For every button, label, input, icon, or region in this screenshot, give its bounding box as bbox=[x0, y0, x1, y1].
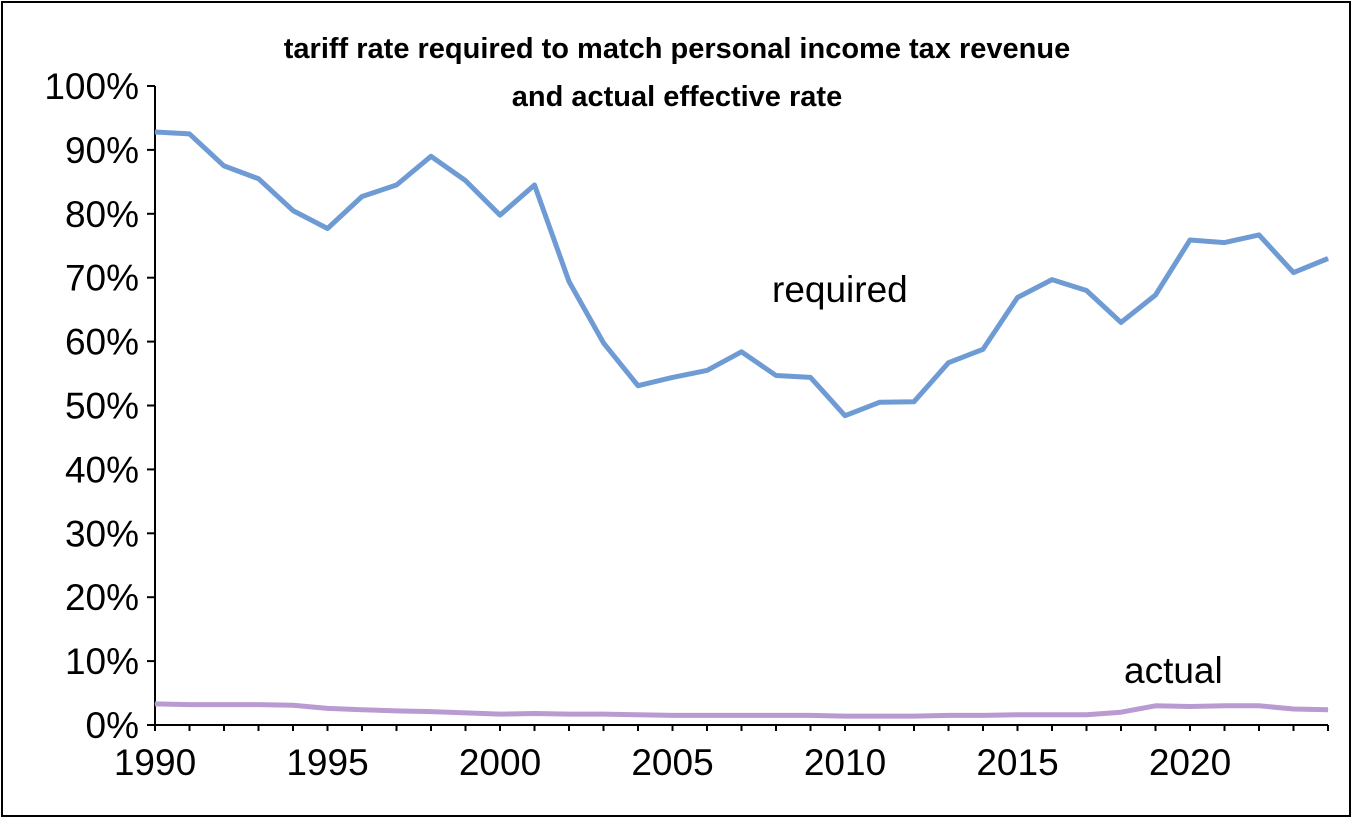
x-tick-label: 2015 bbox=[976, 742, 1058, 783]
data-point-required bbox=[672, 376, 673, 378]
data-point-required bbox=[706, 369, 708, 371]
data-point-actual bbox=[741, 714, 742, 716]
data-point-required bbox=[1327, 258, 1329, 260]
y-tick-label: 40% bbox=[65, 449, 139, 490]
data-point-actual bbox=[1258, 705, 1260, 707]
data-point-required bbox=[258, 178, 259, 180]
y-tick-label: 100% bbox=[44, 66, 139, 107]
data-point-actual bbox=[706, 714, 708, 716]
data-point-required bbox=[1017, 297, 1018, 299]
data-point-required bbox=[1086, 289, 1087, 291]
data-point-actual bbox=[1086, 714, 1087, 716]
data-point-actual bbox=[534, 712, 535, 714]
data-point-actual bbox=[1051, 714, 1053, 716]
data-point-actual bbox=[499, 713, 501, 715]
data-point-actual bbox=[879, 715, 880, 717]
data-point-actual bbox=[189, 704, 190, 706]
data-point-required bbox=[775, 374, 777, 376]
chart-title-line-2: and actual effective rate bbox=[512, 81, 842, 113]
data-point-actual bbox=[1224, 705, 1225, 707]
y-tick-label: 0% bbox=[86, 705, 139, 746]
y-tick-label: 90% bbox=[65, 130, 139, 171]
data-point-actual bbox=[1155, 705, 1156, 707]
data-point-required bbox=[430, 155, 432, 157]
data-point-required bbox=[499, 214, 501, 216]
series-line-required bbox=[154, 129, 1329, 419]
data-point-required bbox=[1189, 239, 1191, 241]
data-point-required bbox=[1051, 279, 1053, 281]
data-point-required bbox=[292, 210, 294, 212]
data-point-actual bbox=[913, 715, 915, 717]
data-point-actual bbox=[1120, 711, 1122, 713]
x-tick-label: 2020 bbox=[1149, 742, 1231, 783]
data-point-actual bbox=[327, 707, 328, 709]
data-point-required bbox=[327, 227, 328, 229]
data-point-required bbox=[223, 165, 225, 167]
y-tick-label: 30% bbox=[65, 513, 139, 554]
y-tick-label: 60% bbox=[65, 322, 139, 363]
data-point-required bbox=[396, 184, 397, 186]
data-point-required bbox=[361, 196, 363, 198]
data-point-actual bbox=[223, 704, 225, 706]
data-point-actual bbox=[1293, 708, 1294, 710]
x-tick-label: 1995 bbox=[286, 742, 368, 783]
data-point-required bbox=[844, 415, 846, 417]
required-series-label: required bbox=[772, 269, 908, 310]
data-point-actual bbox=[568, 713, 570, 715]
data-point-required bbox=[1293, 272, 1294, 274]
data-point-required bbox=[1258, 234, 1260, 236]
data-point-required bbox=[1120, 321, 1122, 323]
y-tick-label: 70% bbox=[65, 258, 139, 299]
data-point-required bbox=[568, 281, 570, 283]
y-tick-label: 80% bbox=[65, 194, 139, 235]
data-point-required bbox=[534, 184, 535, 186]
data-point-required bbox=[810, 376, 811, 378]
data-point-required bbox=[741, 351, 742, 353]
data-point-actual bbox=[396, 710, 397, 712]
data-point-required bbox=[637, 385, 639, 387]
data-point-required bbox=[189, 133, 190, 135]
data-point-actual bbox=[637, 714, 639, 716]
x-tick-label: 2000 bbox=[459, 742, 541, 783]
data-point-actual bbox=[465, 712, 466, 714]
data-point-actual bbox=[1327, 709, 1329, 711]
series-line-actual bbox=[154, 701, 1329, 719]
data-point-required bbox=[948, 362, 949, 364]
data-point-required bbox=[913, 401, 915, 403]
data-point-actual bbox=[982, 714, 984, 716]
data-point-actual bbox=[1017, 714, 1018, 716]
data-point-actual bbox=[844, 715, 846, 717]
data-point-actual bbox=[1189, 705, 1191, 707]
data-point-required bbox=[1155, 294, 1156, 296]
chart-title-line-1: tariff rate required to match personal i… bbox=[284, 33, 1070, 65]
data-point-required bbox=[603, 342, 604, 344]
data-point-required bbox=[1224, 242, 1225, 244]
data-point-actual bbox=[292, 704, 294, 706]
y-tick-label: 20% bbox=[65, 577, 139, 618]
data-point-actual bbox=[672, 714, 673, 716]
y-tick-label: 50% bbox=[65, 386, 139, 427]
data-point-actual bbox=[258, 704, 259, 706]
data-point-actual bbox=[810, 714, 811, 716]
data-point-required bbox=[879, 401, 880, 403]
data-point-actual bbox=[154, 703, 156, 705]
data-point-actual bbox=[361, 709, 363, 711]
data-point-actual bbox=[948, 714, 949, 716]
actual-series-label: actual bbox=[1124, 650, 1223, 691]
data-point-actual bbox=[775, 714, 777, 716]
data-point-actual bbox=[603, 713, 604, 715]
data-point-actual bbox=[430, 711, 432, 713]
x-tick-label: 2005 bbox=[631, 742, 713, 783]
y-tick-label: 10% bbox=[65, 641, 139, 682]
data-point-required bbox=[154, 131, 156, 133]
x-tick-label: 1990 bbox=[114, 742, 196, 783]
data-point-required bbox=[982, 348, 984, 350]
x-tick-label: 2010 bbox=[804, 742, 886, 783]
data-point-required bbox=[465, 180, 466, 182]
